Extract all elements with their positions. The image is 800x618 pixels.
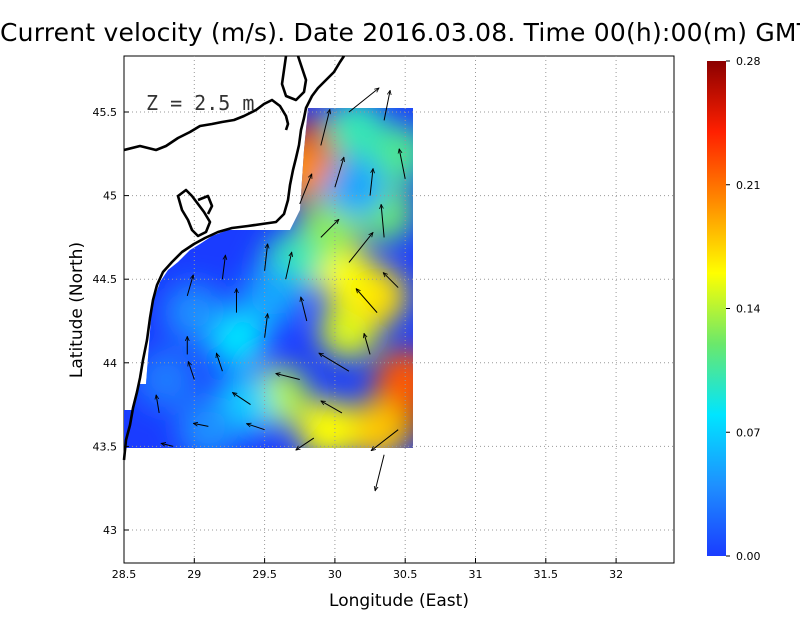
x-axis-ticks: 28.5 29 29.5 30 30.5 31 31.5 32 [112,558,623,581]
current-vector [371,429,399,451]
y-tick-label: 43 [103,524,117,537]
x-tick-label: 29.5 [252,568,277,581]
colorbar-tick-label: 0.14 [736,303,761,316]
current-vector [320,109,330,146]
current-vector [193,423,209,427]
coastline-liman [280,55,308,102]
y-tick-label: 43.5 [93,440,118,453]
current-vector [296,437,315,450]
depth-annotation: Z = 2.5 m [146,91,254,115]
x-tick-label: 32 [609,568,623,581]
current-vector [161,443,174,447]
speed-blob [375,349,413,410]
speed-blob [347,399,408,448]
current-vector [375,454,385,491]
current-vector [348,232,373,263]
chart-title: Current velocity (m/s). Date 2016.03.08.… [0,18,800,47]
current-vector [383,90,390,121]
current-vector [221,255,225,280]
colorbar [707,61,726,556]
current-vector [188,362,195,380]
current-vector [356,289,378,313]
current-vector [348,88,379,113]
current-vector [319,353,350,372]
current-vector [156,395,160,414]
colorbar-tick-label: 0.28 [736,55,761,68]
current-vector [186,275,193,297]
current-vector [285,252,292,280]
x-tick-label: 30 [328,568,342,581]
current-vector [216,353,223,372]
coastline [122,55,346,461]
speed-blob [178,399,239,448]
colorbar-tick-label: 0.21 [736,179,761,192]
current-vector [399,149,406,179]
y-tick-label: 45 [103,190,117,203]
x-tick-label: 31.5 [534,568,559,581]
x-axis-label: Longitude (East) [329,591,469,611]
speed-blob [297,399,358,448]
coastline-north [123,98,290,152]
x-tick-label: 28.5 [112,568,137,581]
grid-lines [124,56,674,563]
speed-blob [136,349,197,410]
current-vector [369,169,373,196]
current-vector [247,424,265,431]
current-vector [383,273,399,288]
current-vector [299,174,312,205]
y-tick-label: 44.5 [93,273,118,286]
coastline-bay [176,188,212,238]
current-vector [381,204,385,238]
current-vector [264,314,268,338]
y-tick-label: 44 [103,357,117,370]
colorbar-ticks: 0.00 0.07 0.14 0.21 0.28 [726,55,761,563]
current-vector [334,157,344,188]
current-vector [321,401,343,414]
current-vector [233,393,251,406]
colorbar-tick-label: 0.00 [736,550,761,563]
current-vector [264,244,268,271]
y-axis-label: Latitude (North) [67,242,87,378]
y-axis-ticks: 43 43.5 44 44.5 45 45.5 [93,106,129,537]
current-vector [320,219,339,238]
x-tick-label: 31 [469,568,483,581]
coastline-west [122,55,346,461]
colorbar-tick-label: 0.07 [736,426,761,439]
current-vectors [156,88,406,491]
x-tick-label: 30.5 [393,568,418,581]
coastline-cape [197,194,214,215]
speed-blob [325,108,386,159]
speed-blob [241,265,302,326]
x-tick-label: 29 [187,568,201,581]
y-tick-label: 45.5 [93,106,118,119]
current-vector [364,333,371,355]
current-vector [276,374,300,381]
current-vector [301,297,308,322]
